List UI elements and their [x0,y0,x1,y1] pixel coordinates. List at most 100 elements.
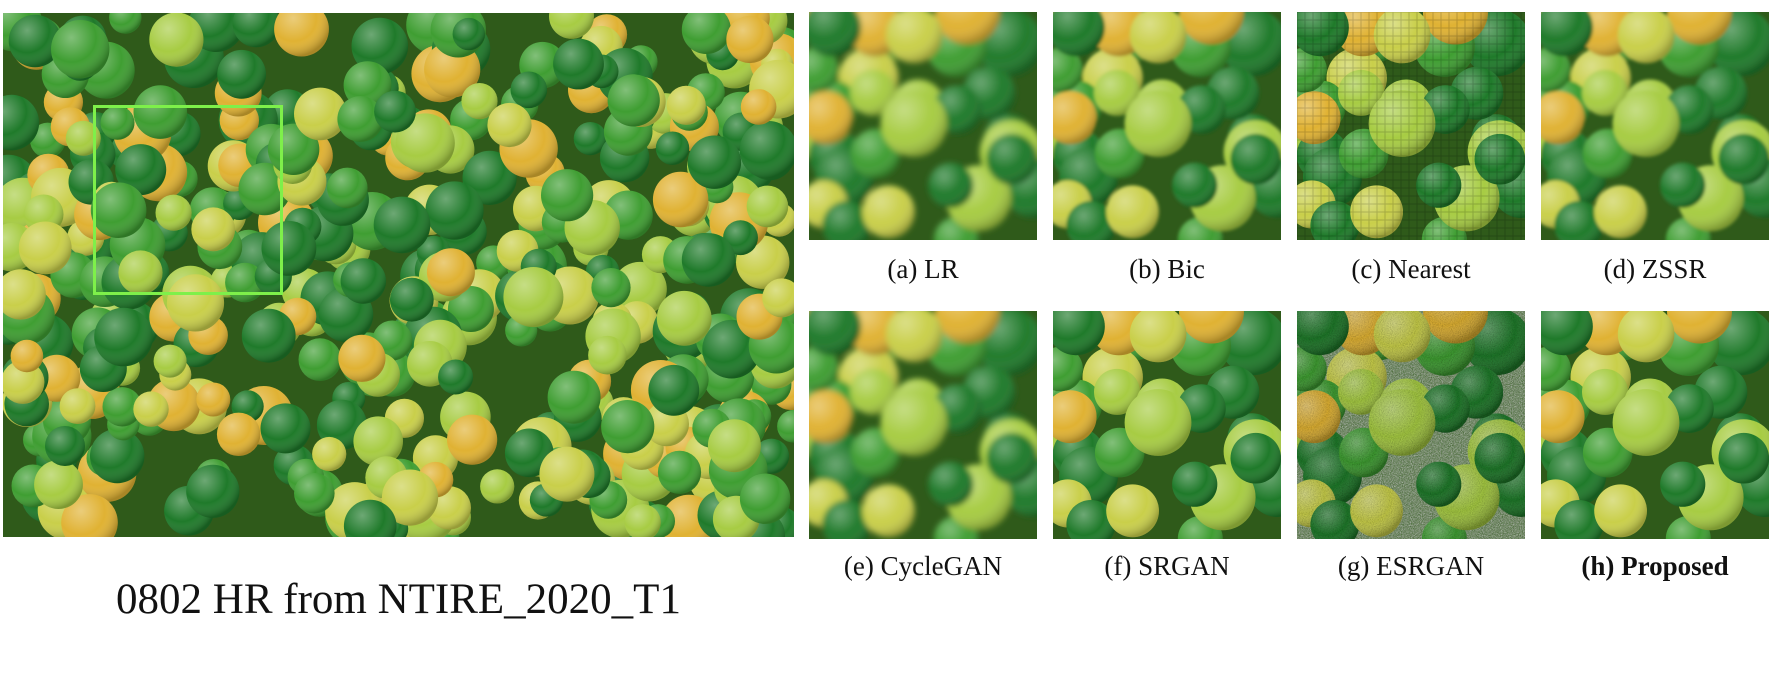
crop-image [1541,311,1769,539]
lime-shading [18,221,72,275]
lime-shading [389,277,434,322]
lime-shading [1129,311,1187,363]
lime-shading [1124,389,1192,456]
lime-shading [1660,461,1706,507]
lime-shading [1541,91,1585,145]
lime-shading [447,414,498,465]
lime-shading [1368,90,1436,157]
lime-shading [1230,432,1281,484]
lime-shading [1416,461,1462,507]
lime-shading [739,473,791,524]
lime-shading [1667,311,1732,344]
lime-shading [217,49,266,99]
caption-srgan: (f) SRGAN [1104,551,1230,581]
lime-shading [90,428,145,484]
lime-shading [1617,12,1675,64]
lime-shading [8,14,62,68]
lime-shading [3,360,45,404]
lime-shading [1066,500,1116,539]
caption-cyclegan: (e) CycleGAN [843,551,1003,581]
lime-shading [487,102,532,148]
caption-proposed: (h) Proposed [1581,551,1729,581]
lime-shading [1053,390,1097,444]
lime-shading [353,416,404,467]
crop-srgan [1053,311,1281,539]
lime-shading [822,500,872,539]
lime-shading [118,250,163,295]
lime-shading [1423,311,1488,344]
lime-shading [547,370,601,424]
lime-shading [294,87,347,141]
lime-shading [1617,311,1675,363]
lime-shading [1373,12,1431,64]
lime-shading [740,89,777,125]
lime-shading [503,267,564,327]
lime-shading [461,83,498,120]
crop-zssr [1541,12,1769,240]
lime-shading [655,131,690,165]
lime-shading [45,426,85,466]
lime-shading [216,412,261,456]
lime-shading [573,122,607,156]
lime-shading [338,334,386,382]
limes-photo [3,13,794,537]
lime-shading [707,419,761,473]
lime-shading [687,135,742,189]
lime-shading [115,144,167,196]
lime-shading [1594,484,1647,538]
lime-shading [155,194,192,231]
lime-shading [1053,346,1083,392]
lime-shading [809,47,839,93]
lime-shading [762,278,794,318]
crop-image [1297,12,1525,240]
lime-shading [723,220,758,256]
lime-shading [395,113,455,173]
lime-shading [1541,47,1571,93]
lime-shading [885,12,943,64]
lime-shading [447,286,494,332]
lime-shading [10,339,44,373]
lime-shading [510,71,548,109]
lime-shading [1541,12,1593,57]
lime-shading [1338,69,1384,116]
lime-shading [327,167,368,209]
lime-shading [94,307,153,367]
lime-shading [588,335,627,375]
lime-shading [34,460,83,509]
caption-nearest: (c) Nearest [1351,254,1471,284]
lime-shading [1541,311,1593,356]
lime-shading [809,91,853,145]
lime-shading [381,469,439,526]
lime-shading [1066,201,1116,240]
lime-shading [373,196,431,254]
lime-shading [601,400,655,454]
lime-shading [726,15,774,64]
lime-shading [1474,133,1525,185]
lime-shading [656,290,712,346]
lime-shading [1423,12,1488,45]
lime-shading [100,105,135,140]
lime-shading [1094,69,1140,116]
lime-shading [681,13,731,54]
lime-shading [1718,133,1769,185]
lime-shading [232,13,280,48]
crop-image [809,311,1037,539]
lime-shading [426,248,475,297]
lime-shading [1368,389,1436,456]
lime-shading [681,233,736,287]
crop-image [1053,12,1281,240]
lime-shading [1667,12,1732,45]
lime-shading [59,388,96,424]
lime-shading [591,268,631,308]
lime-shading [935,311,1000,344]
lime-shading [260,403,311,454]
lime-shading [549,13,594,39]
crop-nearest [1297,12,1525,240]
lime-shading [539,446,595,502]
lime-shading [880,389,948,456]
lime-shading [374,90,416,133]
lime-shading [298,338,342,381]
lime-shading [885,311,943,363]
caption-lr: (a) LR [887,254,959,284]
crop-proposed [1541,311,1769,539]
